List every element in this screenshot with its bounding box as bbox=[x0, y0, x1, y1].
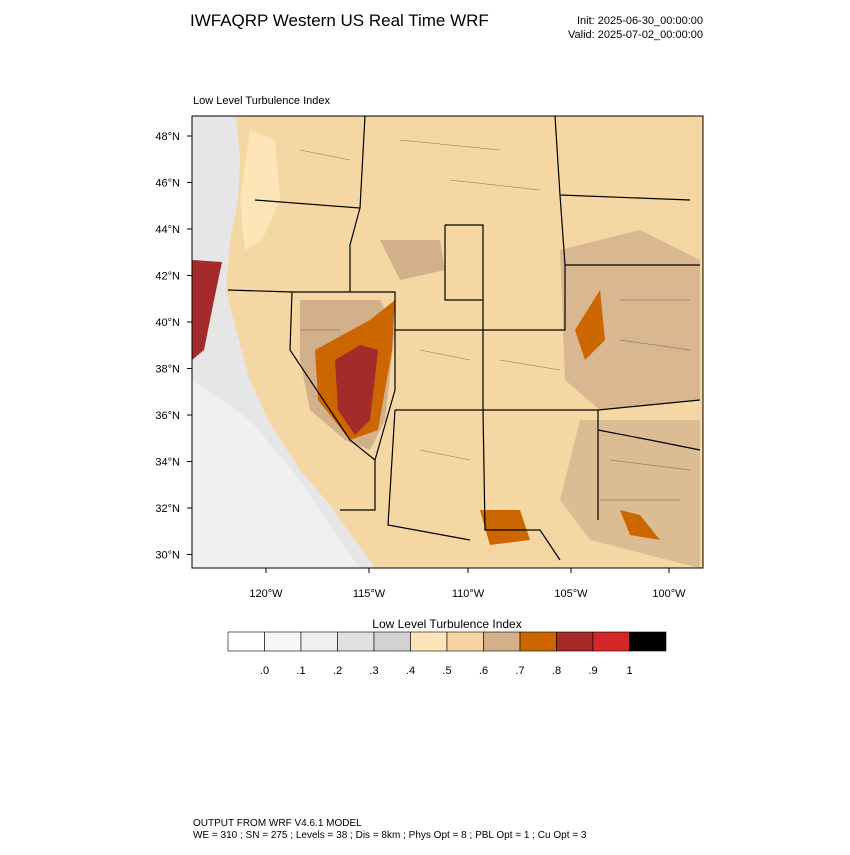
lat-label: 40°N bbox=[155, 317, 180, 329]
colorbar-box bbox=[337, 631, 375, 652]
lat-label: 36°N bbox=[155, 410, 180, 422]
colorbar-box bbox=[410, 631, 448, 652]
colorbar-box bbox=[300, 631, 338, 652]
colorbar-label: .0 bbox=[260, 665, 269, 677]
colorbar-box bbox=[446, 631, 484, 652]
colorbar-title: Low Level Turbulence Index bbox=[372, 617, 521, 631]
colorbar-box bbox=[629, 631, 667, 652]
colorbar-label: .5 bbox=[442, 665, 451, 677]
lon-label: 120°W bbox=[249, 588, 283, 600]
init-time: Init: 2025-06-30_00:00:00 bbox=[577, 15, 703, 27]
colorbar-box bbox=[483, 631, 521, 652]
colorbar-label: .8 bbox=[552, 665, 561, 677]
lat-label: 42°N bbox=[155, 271, 180, 283]
colorbar-label: .2 bbox=[333, 665, 342, 677]
colorbar-box bbox=[519, 631, 557, 652]
colorbar-box bbox=[373, 631, 411, 652]
footer-line: WE = 310 ; SN = 275 ; Levels = 38 ; Dis … bbox=[193, 830, 587, 841]
lon-label: 105°W bbox=[554, 588, 588, 600]
lat-label: 34°N bbox=[155, 457, 180, 469]
lat-label: 48°N bbox=[155, 131, 180, 143]
footer-line: OUTPUT FROM WRF V4.6.1 MODEL bbox=[193, 818, 362, 829]
map bbox=[192, 116, 703, 568]
colorbar-box bbox=[227, 631, 265, 652]
colorbar-label: .9 bbox=[588, 665, 597, 677]
colorbar: .0 .1 .2 .3 .4 .5 .6 .7 .8 .9 1 bbox=[227, 631, 667, 677]
lat-label: 38°N bbox=[155, 364, 180, 376]
title: IWFAQRP Western US Real Time WRF bbox=[190, 11, 489, 30]
colorbar-label: .7 bbox=[515, 665, 524, 677]
colorbar-label: .1 bbox=[296, 665, 305, 677]
lon-label: 110°W bbox=[452, 588, 485, 600]
map-title: Low Level Turbulence Index bbox=[193, 95, 330, 107]
colorbar-label: .6 bbox=[479, 665, 488, 677]
colorbar-box bbox=[592, 631, 630, 652]
map-frame bbox=[191, 115, 704, 569]
colorbar-label: .4 bbox=[406, 665, 415, 677]
colorbar-label: 1 bbox=[626, 665, 632, 677]
colorbar-label: .3 bbox=[369, 665, 378, 677]
colorbar-box bbox=[264, 631, 302, 652]
lat-label: 46°N bbox=[155, 178, 180, 190]
lat-label: 30°N bbox=[155, 550, 180, 562]
colorbar-box bbox=[556, 631, 594, 652]
lat-label: 44°N bbox=[155, 224, 180, 236]
lat-label: 32°N bbox=[155, 503, 180, 515]
lon-label: 115°W bbox=[353, 588, 386, 600]
lon-label: 100°W bbox=[652, 588, 686, 600]
valid-time: Valid: 2025-07-02_00:00:00 bbox=[568, 29, 703, 41]
